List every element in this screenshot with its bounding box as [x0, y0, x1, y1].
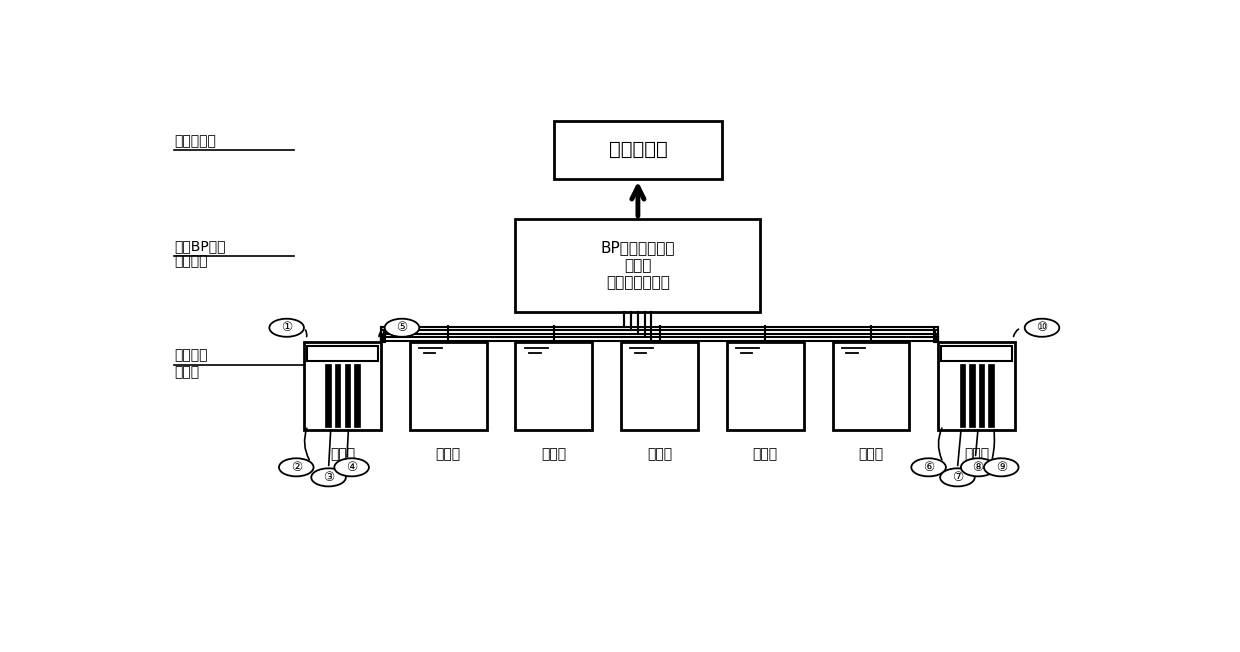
Bar	[727, 342, 804, 430]
Text: 兼氧池: 兼氧池	[647, 447, 672, 461]
Bar	[516, 219, 760, 312]
Bar	[941, 346, 1012, 361]
Circle shape	[279, 458, 314, 477]
Bar	[516, 342, 593, 430]
Bar	[345, 364, 350, 427]
Circle shape	[384, 319, 419, 337]
Bar	[960, 364, 965, 427]
Text: 网络模拟: 网络模拟	[174, 254, 208, 269]
Text: 输出预测值: 输出预测值	[609, 140, 667, 159]
Text: BP神经网络仿真
与验证
（中央处理器）: BP神经网络仿真 与验证 （中央处理器）	[600, 241, 675, 290]
Circle shape	[985, 458, 1018, 477]
Text: 厌氧池: 厌氧池	[541, 447, 567, 461]
Bar	[939, 342, 1016, 430]
Text: 出水池: 出水池	[963, 447, 990, 461]
Text: 通过BP神经: 通过BP神经	[174, 239, 226, 254]
Text: 据输入: 据输入	[174, 365, 200, 379]
Bar	[621, 342, 698, 430]
Circle shape	[911, 458, 946, 477]
Circle shape	[1024, 319, 1059, 337]
Text: ⑥: ⑥	[923, 461, 934, 474]
Bar	[554, 121, 722, 179]
Bar	[832, 342, 909, 430]
Circle shape	[311, 468, 346, 486]
Text: 传感器数: 传感器数	[174, 348, 208, 363]
Bar	[978, 364, 985, 427]
Bar	[335, 364, 340, 427]
Text: 好氧池: 好氧池	[753, 447, 777, 461]
Bar	[988, 364, 993, 427]
Text: ④: ④	[346, 461, 357, 474]
Text: 进水池: 进水池	[330, 447, 355, 461]
Circle shape	[961, 458, 996, 477]
Bar	[308, 346, 378, 361]
Text: ③: ③	[322, 471, 335, 484]
Text: ②: ②	[290, 461, 301, 474]
Circle shape	[940, 468, 975, 486]
Text: ⑦: ⑦	[952, 471, 963, 484]
Circle shape	[269, 319, 304, 337]
Text: 输出预测值: 输出预测值	[174, 134, 216, 148]
Bar	[409, 342, 486, 430]
Bar	[355, 364, 360, 427]
Text: ⑨: ⑨	[996, 461, 1007, 474]
Bar	[970, 364, 975, 427]
Bar	[304, 342, 381, 430]
Text: 初沉池: 初沉池	[435, 447, 461, 461]
Text: ⑤: ⑤	[397, 321, 408, 334]
Text: ⑩: ⑩	[1037, 321, 1048, 334]
Bar	[325, 364, 331, 427]
Text: ①: ①	[281, 321, 293, 334]
Text: 二沉池: 二沉池	[858, 447, 884, 461]
Circle shape	[335, 458, 370, 477]
Text: ⑧: ⑧	[972, 461, 983, 474]
